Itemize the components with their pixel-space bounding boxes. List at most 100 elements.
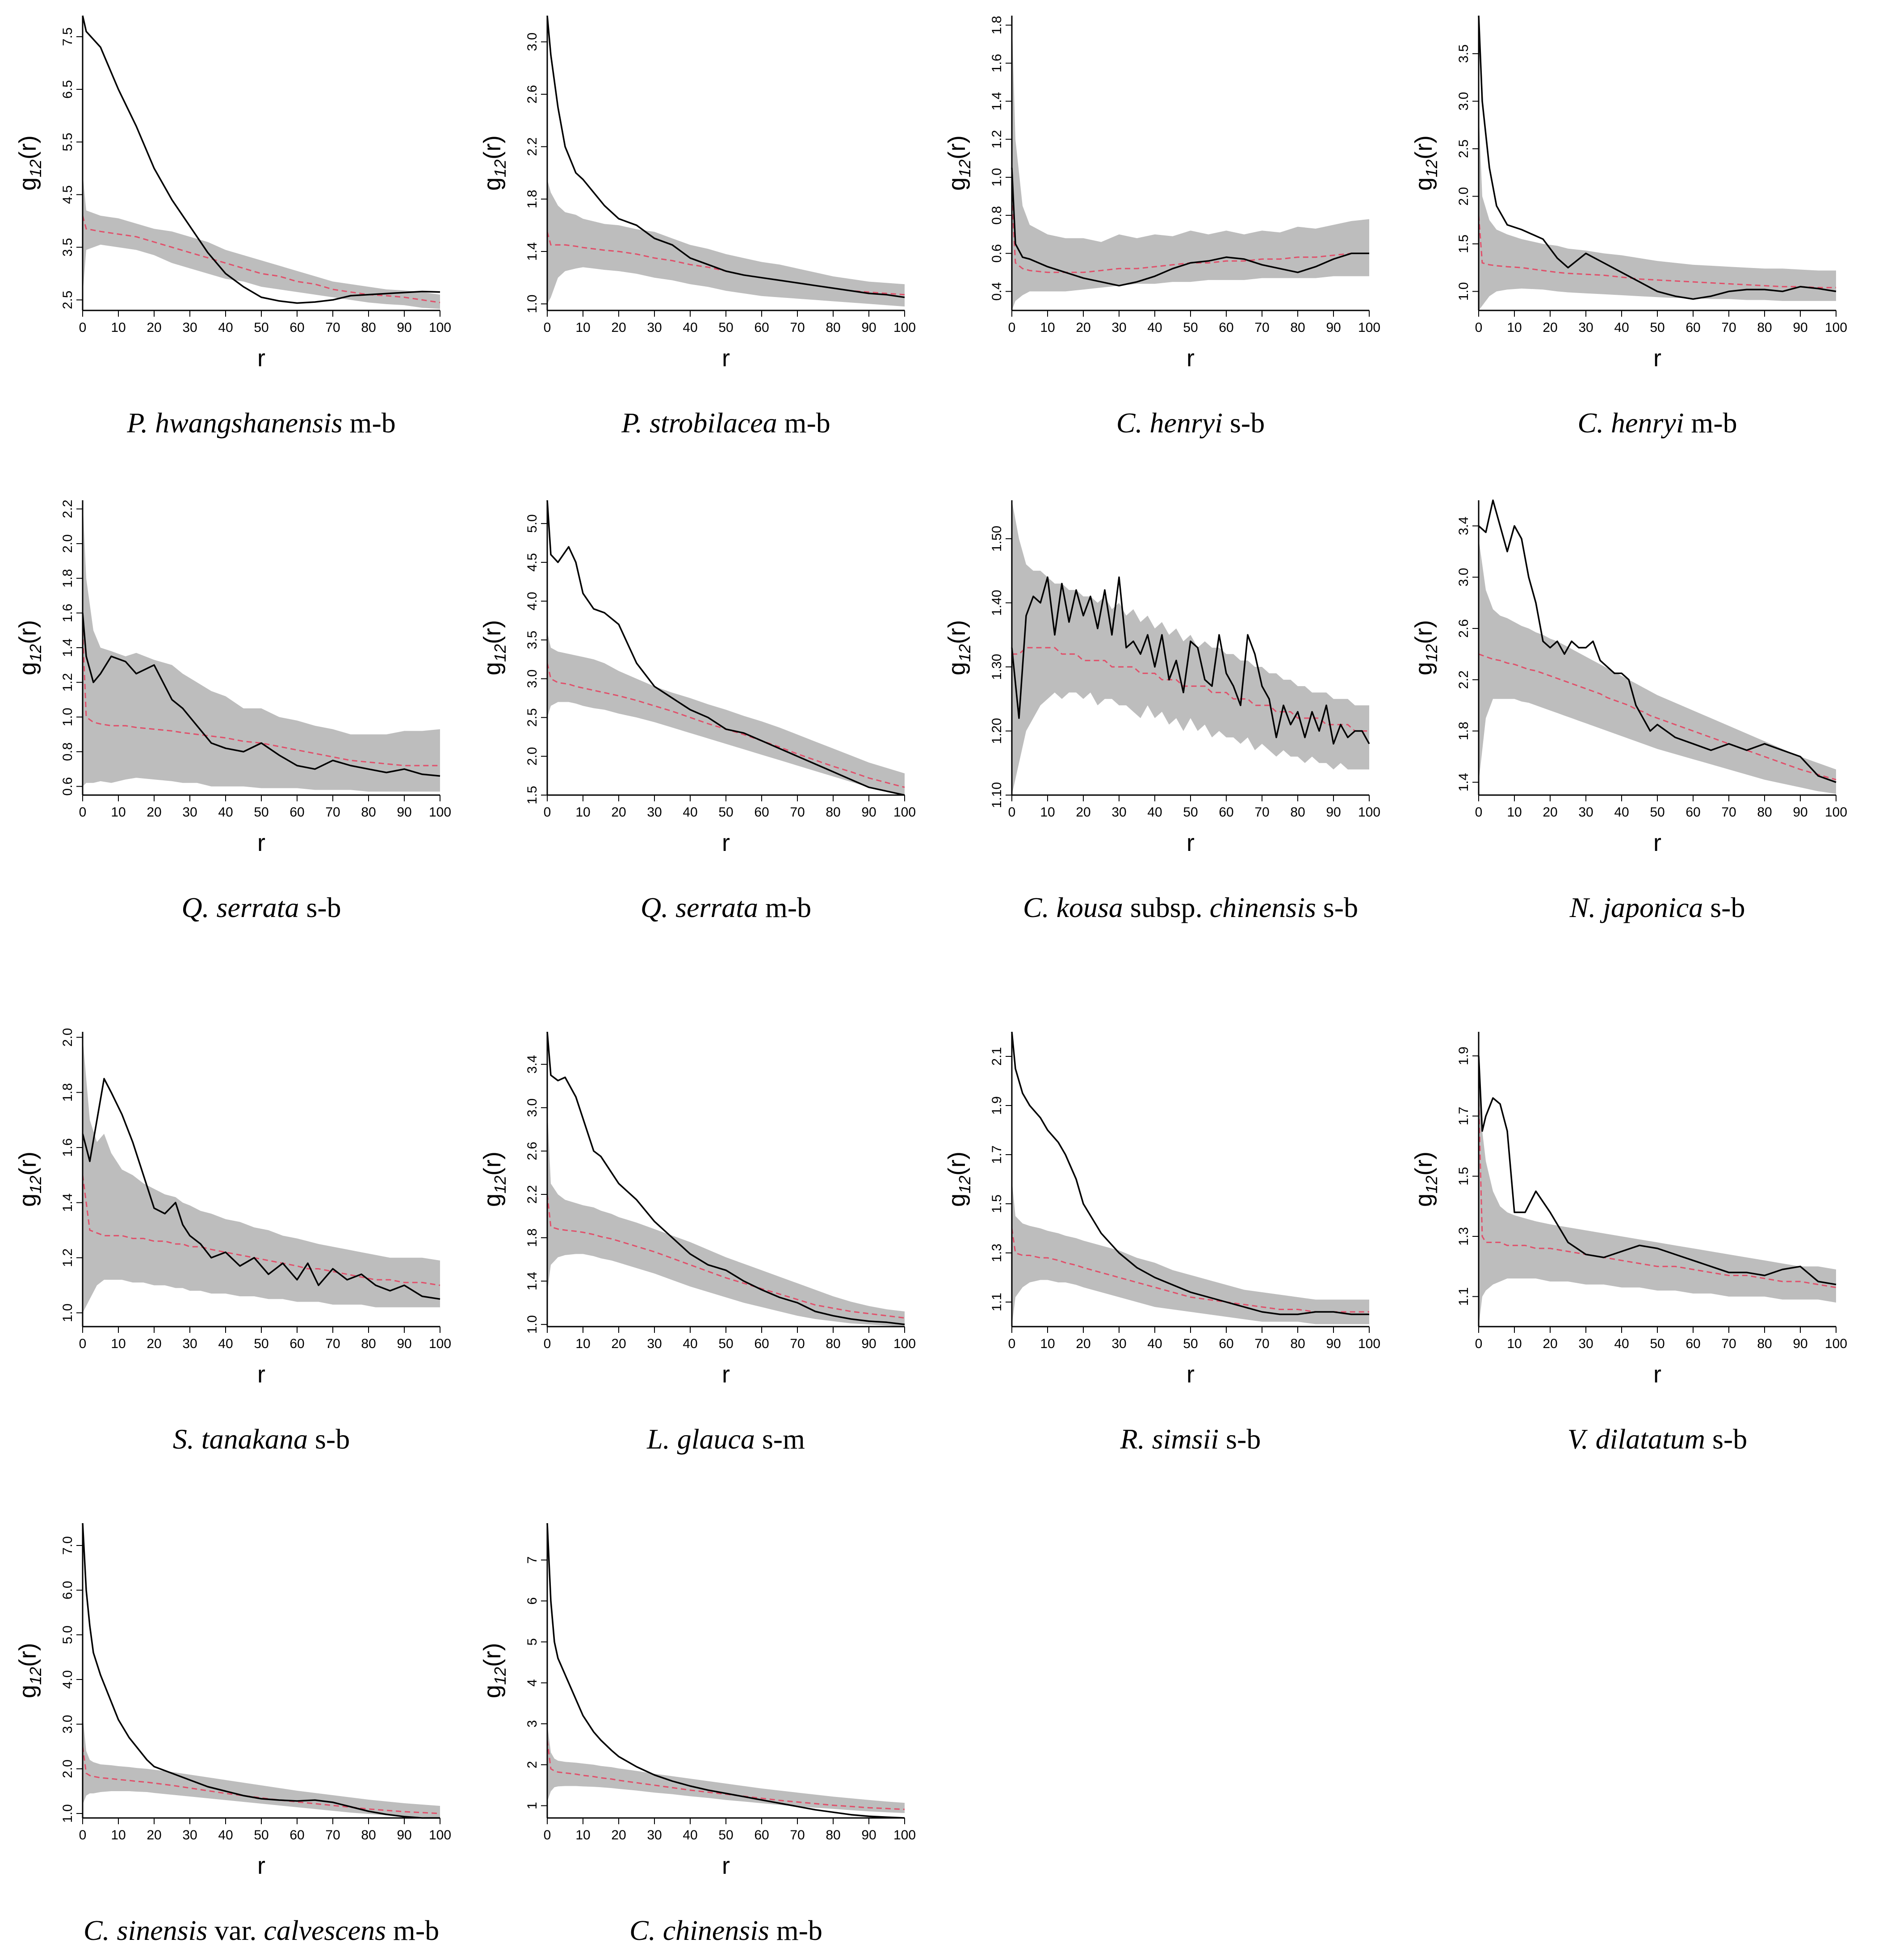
- x-tick-label: 20: [1543, 320, 1557, 335]
- y-tick-label: 1.40: [990, 590, 1004, 616]
- x-tick-label: 30: [182, 805, 197, 820]
- y-tick-label: 1.50: [990, 526, 1004, 552]
- x-axis-title: r: [1187, 345, 1195, 372]
- envelope-band: [83, 173, 440, 309]
- y-tick-label: 6.5: [60, 80, 75, 99]
- chart-panel-12: 0 10 20 30 40 50 60 70 80 90 100 1.9 1.7 1.5 1.3 1.1 r g1…: [1410, 1032, 1847, 1388]
- y-tick-label: 2.6: [525, 1142, 540, 1160]
- x-tick-label: 30: [1111, 1336, 1126, 1351]
- y-tick-label: 1.8: [1456, 722, 1471, 741]
- x-tick-label: 80: [361, 1828, 376, 1843]
- expected-line: [1478, 1101, 1836, 1288]
- x-tick-label: 100: [893, 320, 916, 335]
- y-tick-label: 1.0: [525, 294, 540, 313]
- x-tick-label: 30: [1111, 320, 1126, 335]
- y-tick-label: 1.6: [60, 603, 75, 622]
- x-tick-label: 100: [1825, 320, 1847, 335]
- caption-1: P. hwangshanensis m-b: [127, 407, 396, 439]
- x-tick-label: 80: [361, 805, 376, 820]
- caption-4: C. henryi m-b: [1577, 407, 1737, 439]
- x-tick-label: 90: [397, 1336, 411, 1351]
- y-tick-label: 0.6: [60, 777, 75, 796]
- x-tick-label: 90: [861, 1336, 876, 1351]
- x-tick-label: 20: [611, 805, 626, 820]
- x-tick-label: 10: [111, 1336, 126, 1351]
- y-axis-title: g12(r): [479, 620, 509, 675]
- y-tick-label: 0.6: [990, 244, 1004, 263]
- y-tick-label: 1.4: [525, 242, 540, 261]
- x-tick-label: 70: [325, 805, 340, 820]
- x-tick-label: 50: [254, 1336, 268, 1351]
- x-tick-label: 70: [1254, 1336, 1269, 1351]
- x-tick-label: 20: [611, 1336, 626, 1351]
- x-tick-label: 80: [826, 1336, 840, 1351]
- y-tick-label: 1.8: [990, 16, 1004, 34]
- x-tick-label: 50: [1650, 1336, 1665, 1351]
- x-tick-label: 100: [893, 1828, 916, 1843]
- x-tick-label: 50: [254, 320, 268, 335]
- x-tick-label: 10: [575, 320, 590, 335]
- x-tick-label: 50: [718, 320, 733, 335]
- y-tick-label: 1.8: [525, 1228, 540, 1247]
- x-tick-label: 100: [429, 805, 451, 820]
- x-tick-label: 0: [79, 320, 87, 335]
- expected-line: [82, 1746, 440, 1814]
- observed-line: [546, 1031, 905, 1325]
- x-tick-label: 100: [893, 805, 916, 820]
- x-tick-label: 90: [1326, 805, 1341, 820]
- x-axis-title: r: [1653, 829, 1661, 856]
- expected-line: [546, 663, 905, 788]
- x-tick-label: 60: [754, 1336, 769, 1351]
- x-tick-label: 60: [1219, 320, 1233, 335]
- y-tick-label: 3.0: [60, 1715, 75, 1734]
- y-tick-label: 4.5: [60, 185, 75, 204]
- caption-11: R. simsii s-b: [1120, 1423, 1261, 1455]
- x-tick-label: 100: [1358, 1336, 1380, 1351]
- x-tick-label: 60: [1219, 805, 1233, 820]
- x-tick-label: 100: [429, 1828, 451, 1843]
- x-tick-label: 80: [361, 320, 376, 335]
- y-tick-label: 1.7: [990, 1145, 1004, 1164]
- x-tick-label: 40: [218, 805, 233, 820]
- y-tick-label: 7.5: [60, 27, 75, 46]
- observed-line: [546, 500, 905, 796]
- x-tick-label: 100: [893, 1336, 916, 1351]
- x-tick-label: 70: [790, 1336, 805, 1351]
- x-tick-label: 60: [289, 320, 304, 335]
- x-tick-label: 0: [79, 805, 87, 820]
- y-tick-label: 1.2: [60, 1248, 75, 1267]
- y-tick-label: 1.10: [990, 782, 1004, 808]
- x-tick-label: 10: [111, 1828, 126, 1843]
- y-tick-label: 3.0: [1456, 568, 1471, 586]
- y-tick-label: 4.0: [60, 1670, 75, 1689]
- envelope-band: [547, 632, 905, 795]
- x-tick-label: 90: [1793, 1336, 1807, 1351]
- y-tick-label: 0.8: [990, 206, 1004, 225]
- x-tick-label: 80: [826, 1828, 840, 1843]
- y-tick-label: 1.5: [1456, 235, 1471, 253]
- y-tick-label: 5.0: [60, 1625, 75, 1644]
- y-tick-label: 3.5: [525, 631, 540, 649]
- x-tick-label: 0: [1475, 805, 1483, 820]
- x-tick-label: 40: [1147, 320, 1162, 335]
- x-tick-label: 60: [1686, 1336, 1700, 1351]
- observed-line: [1011, 1031, 1369, 1315]
- envelope-band: [547, 1724, 905, 1813]
- x-tick-label: 70: [790, 1828, 805, 1843]
- caption-10: L. glauca s-m: [647, 1423, 805, 1455]
- x-tick-label: 40: [1614, 805, 1629, 820]
- x-tick-label: 70: [1254, 320, 1269, 335]
- y-tick-label: 1.4: [60, 638, 75, 657]
- x-tick-label: 30: [647, 805, 662, 820]
- envelope-band: [1012, 500, 1369, 795]
- x-axis-title: r: [722, 1361, 730, 1388]
- x-tick-label: 100: [429, 320, 451, 335]
- y-tick-label: 2.0: [1456, 187, 1471, 206]
- envelope-band: [1012, 16, 1369, 310]
- x-tick-label: 40: [1614, 1336, 1629, 1351]
- x-tick-label: 0: [544, 805, 551, 820]
- y-tick-label: 7: [525, 1556, 540, 1564]
- x-tick-label: 70: [1721, 1336, 1736, 1351]
- y-axis-title: g12(r): [943, 1152, 974, 1207]
